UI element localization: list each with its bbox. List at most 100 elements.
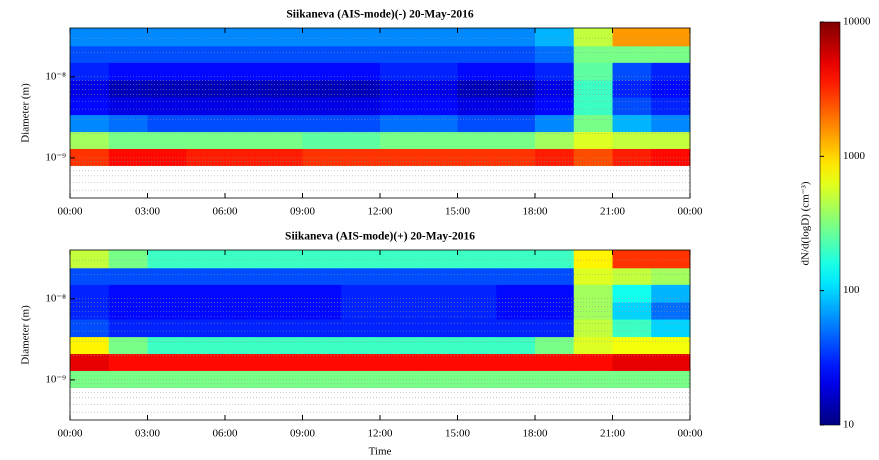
heatmap-cell (612, 353, 652, 371)
heatmap-cell (380, 284, 420, 303)
heatmap-cell (573, 62, 613, 81)
heatmap-cell (108, 284, 148, 303)
heatmap-cell (147, 114, 187, 133)
heatmap-cell (186, 319, 226, 338)
heatmap-cell (341, 302, 381, 320)
heatmap-cell (108, 353, 148, 371)
heatmap-cell (535, 62, 575, 81)
y-tick-label: 10⁻⁸ (45, 70, 66, 82)
heatmap-cell (496, 28, 536, 47)
heatmap-cell (341, 370, 381, 389)
heatmap-cell (147, 28, 187, 47)
heatmap-cell (418, 370, 458, 389)
heatmap-cell (147, 267, 187, 285)
heatmap-cell (302, 319, 342, 338)
heatmap-cell (496, 319, 536, 338)
heatmap-cell (496, 80, 536, 98)
heatmap-cell (341, 353, 381, 371)
heatmap-cell (573, 284, 613, 303)
heatmap-cell (380, 319, 420, 338)
heatmap-cell (418, 131, 458, 149)
heatmap-cell (496, 97, 536, 116)
heatmap-cell (108, 302, 148, 320)
heatmap-cell (302, 284, 342, 303)
heatmap-cell (457, 267, 497, 285)
heatmap-cell (612, 284, 652, 303)
heatmap-cell (496, 284, 536, 303)
heatmap-cell (341, 250, 381, 269)
heatmap-cell (380, 148, 420, 167)
heatmap-cell (535, 353, 575, 371)
heatmap-cell (70, 319, 110, 338)
heatmap-cell (341, 267, 381, 285)
heatmap-cell (341, 62, 381, 81)
heatmap-cell (496, 114, 536, 133)
heatmap-cell (341, 131, 381, 149)
heatmap-cell (225, 114, 265, 133)
heatmap-cell (263, 353, 303, 371)
heatmap-cell (147, 131, 187, 149)
x-tick-label: 03:00 (135, 428, 161, 440)
heatmap-cell (225, 148, 265, 167)
heatmap-cell (496, 250, 536, 269)
heatmap-cell (186, 353, 226, 371)
heatmap-cell (70, 336, 110, 355)
heatmap-cell (225, 370, 265, 389)
heatmap-cell (612, 250, 652, 269)
heatmap-cell (302, 267, 342, 285)
heatmap-cell (108, 80, 148, 98)
heatmap-cell (651, 267, 691, 285)
heatmap-cell (186, 45, 226, 63)
heatmap-cell (457, 319, 497, 338)
heatmap-cell (225, 250, 265, 269)
heatmap-cell (147, 45, 187, 63)
heatmap-cell (535, 131, 575, 149)
heatmap-cell (612, 97, 652, 116)
heatmap-cell (418, 97, 458, 116)
heatmap-cell (651, 284, 691, 303)
y-tick-label: 10⁻⁹ (45, 373, 66, 385)
x-tick-label: 03:00 (135, 206, 161, 218)
x-tick-label: 15:00 (445, 428, 471, 440)
heatmap-cell (535, 114, 575, 133)
heatmap-cell (186, 148, 226, 167)
x-tick-label: 06:00 (212, 206, 238, 218)
heatmap-cell (573, 97, 613, 116)
heatmap-cell (418, 284, 458, 303)
heatmap-cell (108, 28, 148, 47)
heatmap-cell (147, 302, 187, 320)
heatmap-cell (380, 97, 420, 116)
heatmap-cell (457, 62, 497, 81)
heatmap-cell (496, 267, 536, 285)
heatmap-cell (302, 45, 342, 63)
colorbar-tick-label: 10 (843, 419, 855, 431)
heatmap-cell (186, 284, 226, 303)
heatmap-cell (418, 353, 458, 371)
x-tick-label: 06:00 (212, 428, 238, 440)
heatmap-cell (147, 250, 187, 269)
heatmap-cell (457, 97, 497, 116)
heatmap-cell (418, 114, 458, 133)
heatmap-cell (535, 284, 575, 303)
heatmap-cell (147, 336, 187, 355)
heatmap-cell (147, 284, 187, 303)
heatmap-cell (70, 353, 110, 371)
heatmap-cell (263, 45, 303, 63)
heatmap-cell (186, 114, 226, 133)
heatmap-cell (263, 114, 303, 133)
heatmap-cell (573, 148, 613, 167)
x-tick-label: 09:00 (290, 206, 316, 218)
heatmap-cell (380, 250, 420, 269)
heatmap-cell (263, 131, 303, 149)
heatmap-cell (535, 336, 575, 355)
heatmap-cell (380, 114, 420, 133)
y-axis-label: Diameter (m) (20, 305, 32, 365)
heatmap-cell (612, 114, 652, 133)
heatmap-cell (457, 114, 497, 133)
heatmap-cell (147, 80, 187, 98)
heatmap-cell (418, 28, 458, 47)
heatmap-cell (70, 62, 110, 81)
heatmap-cell (418, 45, 458, 63)
heatmap-cell (457, 131, 497, 149)
heatmap-cell (341, 28, 381, 47)
